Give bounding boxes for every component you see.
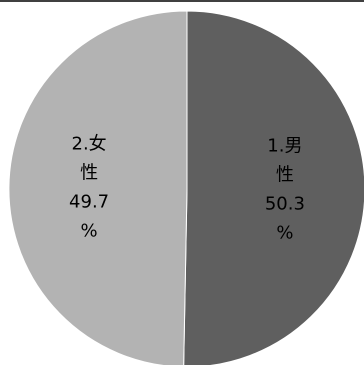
- pie-slice-2-label-line: 性: [80, 163, 98, 184]
- pie-slice-1-label: 1.男性 50.3%: [265, 135, 305, 243]
- pie-slice-2-label: 2.女性 49.7%: [69, 134, 109, 242]
- pie-slice-1-label-line: 1.男: [267, 135, 302, 156]
- pie-slice-2: [8, 10, 188, 365]
- pie-labels: 1.男性 50.3 % 2.女性 49.7%: [69, 134, 305, 244]
- pie-slice-1-label-line: 性: [276, 164, 294, 185]
- pie-slice-2-label-line: 49.7: [69, 192, 109, 213]
- pie-slice-2-label-line: %: [81, 221, 98, 242]
- pie-slice-1-label-line: %: [276, 222, 293, 243]
- pie-slice-2-label-line: 2.女: [72, 134, 107, 155]
- pie-slices: [8, 10, 364, 365]
- pie-slice-1: [183, 10, 364, 365]
- pie-slice-1-label-line: 50.3: [265, 193, 305, 214]
